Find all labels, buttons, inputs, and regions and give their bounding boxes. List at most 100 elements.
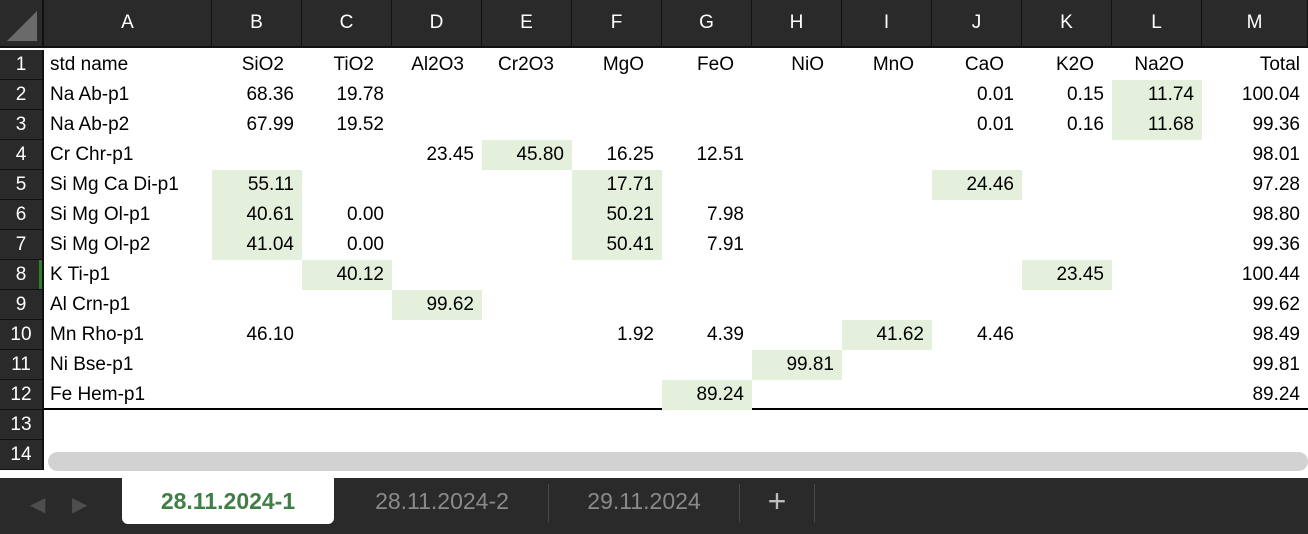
tab-sheet-1[interactable]: 28.11.2024-1: [122, 478, 334, 524]
value-cell[interactable]: 50.21: [572, 200, 662, 230]
std-name-cell[interactable]: Si Mg Ol-p1: [50, 204, 151, 225]
value-cell[interactable]: [302, 140, 392, 170]
value-cell[interactable]: 16.25: [606, 144, 654, 165]
value-cell[interactable]: [302, 380, 392, 410]
value-cell[interactable]: [1022, 350, 1112, 380]
value-cell[interactable]: [1112, 290, 1202, 320]
value-cell[interactable]: [482, 260, 572, 290]
select-all-corner[interactable]: [0, 0, 44, 48]
value-cell[interactable]: [842, 170, 932, 200]
value-cell[interactable]: [752, 230, 842, 260]
value-cell[interactable]: [1022, 230, 1112, 260]
value-cell[interactable]: 0.16: [1067, 114, 1104, 135]
value-cell[interactable]: [662, 350, 752, 380]
value-cell[interactable]: 99.62: [392, 290, 482, 320]
value-cell[interactable]: [842, 230, 932, 260]
value-cell[interactable]: [1112, 170, 1202, 200]
std-name-cell[interactable]: Na Ab-p1: [50, 84, 130, 105]
header-cell[interactable]: K2O: [1055, 54, 1094, 75]
next-sheet-icon[interactable]: ▶: [72, 494, 88, 516]
value-cell[interactable]: [932, 260, 1022, 290]
value-cell[interactable]: [1112, 380, 1202, 410]
column-header-c[interactable]: C: [302, 0, 392, 48]
value-cell[interactable]: [752, 200, 842, 230]
value-cell[interactable]: 19.78: [336, 84, 384, 105]
header-cell[interactable]: CaO: [964, 54, 1004, 75]
column-header-a[interactable]: A: [44, 0, 212, 48]
value-cell[interactable]: 67.99: [246, 114, 294, 135]
value-cell[interactable]: [392, 170, 482, 200]
value-cell[interactable]: [932, 230, 1022, 260]
value-cell[interactable]: [392, 380, 482, 410]
value-cell[interactable]: [302, 320, 392, 350]
value-cell[interactable]: 98.01: [1252, 144, 1300, 165]
row-header-13[interactable]: 13: [0, 410, 44, 440]
value-cell[interactable]: 45.80: [482, 140, 572, 170]
value-cell[interactable]: [842, 380, 932, 410]
value-cell[interactable]: 40.61: [212, 200, 302, 230]
row-header-6[interactable]: 6: [0, 200, 44, 230]
row-header-2[interactable]: 2: [0, 80, 44, 110]
header-cell[interactable]: SiO2: [241, 54, 284, 75]
header-cell[interactable]: MgO: [602, 54, 644, 75]
value-cell[interactable]: [842, 200, 932, 230]
std-name-cell[interactable]: Cr Chr-p1: [50, 144, 134, 165]
value-cell[interactable]: [932, 380, 1022, 410]
value-cell[interactable]: 1.92: [617, 324, 654, 345]
row-header-9[interactable]: 9: [0, 290, 44, 320]
header-cell[interactable]: NiO: [791, 54, 824, 75]
row-header-7[interactable]: 7: [0, 230, 44, 260]
value-cell[interactable]: [482, 320, 572, 350]
value-cell[interactable]: [212, 350, 302, 380]
value-cell[interactable]: [842, 80, 932, 110]
column-header-i[interactable]: I: [842, 0, 932, 48]
header-cell[interactable]: FeO: [697, 54, 734, 75]
value-cell[interactable]: [212, 290, 302, 320]
value-cell[interactable]: [482, 350, 572, 380]
value-cell[interactable]: [752, 380, 842, 410]
value-cell[interactable]: [212, 380, 302, 410]
column-header-h[interactable]: H: [752, 0, 842, 48]
value-cell[interactable]: [752, 290, 842, 320]
value-cell[interactable]: [1112, 140, 1202, 170]
std-name-cell[interactable]: Na Ab-p2: [50, 114, 130, 135]
value-cell[interactable]: 0.00: [347, 204, 384, 225]
value-cell[interactable]: [1022, 170, 1112, 200]
value-cell[interactable]: [662, 170, 752, 200]
value-cell[interactable]: 19.52: [336, 114, 384, 135]
value-cell[interactable]: [1022, 320, 1112, 350]
value-cell[interactable]: [392, 320, 482, 350]
value-cell[interactable]: [1112, 230, 1202, 260]
column-header-m[interactable]: M: [1202, 0, 1308, 48]
value-cell[interactable]: 4.39: [707, 324, 744, 345]
value-cell[interactable]: [842, 140, 932, 170]
value-cell[interactable]: [392, 200, 482, 230]
value-cell[interactable]: 97.28: [1252, 174, 1300, 195]
header-cell[interactable]: Na2O: [1134, 54, 1184, 75]
value-cell[interactable]: [1112, 260, 1202, 290]
value-cell[interactable]: [482, 290, 572, 320]
value-cell[interactable]: 89.24: [1252, 384, 1300, 405]
row-header-14[interactable]: 14: [0, 440, 44, 470]
value-cell[interactable]: [392, 260, 482, 290]
column-header-j[interactable]: J: [932, 0, 1022, 48]
value-cell[interactable]: [662, 260, 752, 290]
value-cell[interactable]: [752, 170, 842, 200]
value-cell[interactable]: [752, 260, 842, 290]
std-name-cell[interactable]: Mn Rho-p1: [50, 324, 144, 345]
row-header-3[interactable]: 3: [0, 110, 44, 140]
value-cell[interactable]: [842, 110, 932, 140]
value-cell[interactable]: [842, 290, 932, 320]
row-header-5[interactable]: 5: [0, 170, 44, 200]
std-name-cell[interactable]: Si Mg Ca Di-p1: [50, 174, 179, 195]
value-cell[interactable]: [1022, 380, 1112, 410]
add-sheet-button[interactable]: +: [767, 482, 787, 519]
value-cell[interactable]: 23.45: [1022, 260, 1112, 290]
value-cell[interactable]: [572, 380, 662, 410]
std-name-cell[interactable]: Al Crn-p1: [50, 294, 131, 315]
value-cell[interactable]: [752, 80, 842, 110]
value-cell[interactable]: 41.62: [842, 320, 932, 350]
value-cell[interactable]: 0.01: [977, 84, 1014, 105]
value-cell[interactable]: [1022, 290, 1112, 320]
tab-sheet-2[interactable]: 28.11.2024-2: [375, 487, 509, 514]
